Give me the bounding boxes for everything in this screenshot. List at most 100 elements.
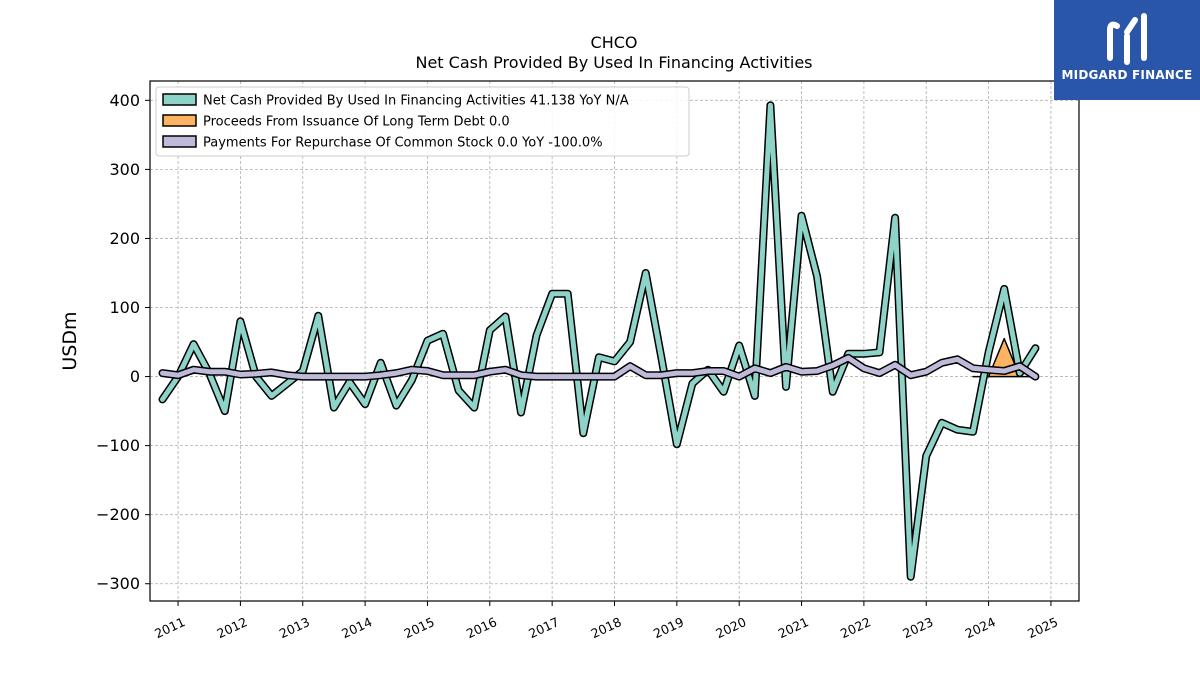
x-tick-label: 2024 [963,614,998,641]
data-point [161,371,164,375]
data-point [504,368,507,371]
data-point [675,371,678,375]
data-point [566,292,569,295]
data-point [940,421,943,424]
y-axis-label: USDm [59,311,81,370]
data-point [971,430,975,433]
legend-label-stock-repurchase: Payments For Repurchase Of Common Stock … [203,136,603,151]
legend: Net Cash Provided By Used In Financing A… [155,86,690,157]
data-point [519,411,523,414]
data-point [239,373,242,376]
data-point [488,329,491,332]
x-tick-label: 2016 [464,614,499,641]
data-point [426,339,429,342]
midgard-m-logo-icon [1107,13,1147,65]
data-point [551,292,554,295]
data-point [317,314,320,317]
data-point [363,375,367,378]
data-point [1018,365,1021,368]
legend-swatch-net-cash [162,93,197,106]
y-tick-label: 100 [109,298,140,317]
series-outline-net-cash-provided-by-used-in-financing-activities [158,101,1040,581]
data-point [301,369,304,373]
data-point [940,361,943,364]
data-point [519,374,523,377]
data-point [644,271,647,275]
x-tick-label: 2015 [402,614,437,641]
data-point [161,398,164,401]
data-point [644,374,647,377]
data-point [784,365,788,369]
chart-title: CHCO [591,33,638,52]
x-tick-label: 2011 [152,614,187,641]
chart-subtitle: Net Cash Provided By Used In Financing A… [415,53,812,72]
data-point [582,432,585,435]
y-tick-label: 400 [109,91,140,110]
data-point [691,371,694,375]
data-point [239,320,242,323]
line-series-layer [158,101,1040,581]
data-point [348,380,351,384]
data-point [660,356,663,359]
data-point [987,351,990,354]
x-tick-label: 2014 [339,614,374,641]
data-point [675,443,678,446]
x-tick-label: 2021 [776,614,811,641]
data-point [878,351,881,354]
data-point [535,375,538,378]
grid [150,81,1079,601]
data-point [395,371,398,375]
data-point [254,372,258,375]
data-point [223,370,226,373]
data-point [862,352,866,355]
data-point [613,360,616,363]
data-point [628,340,632,344]
data-point [893,216,897,219]
legend-label-debt-proceeds: Proceeds From Issuance Of Long Term Debt… [203,115,510,130]
data-point [457,374,460,377]
data-point [753,367,756,370]
data-point [971,367,975,370]
data-point [956,428,959,431]
y-tick-label: −200 [96,505,140,524]
data-point [286,374,289,377]
x-axis: 2011 2012 2013 2014 2015 2016 2017 2018 2019 2020… [152,601,1060,641]
data-point [628,365,632,368]
legend-label-net-cash: Net Cash Provided By Used In Financing A… [203,94,629,109]
data-point [566,375,569,378]
data-point [956,358,959,361]
x-tick-label: 2020 [713,614,748,641]
data-point [597,375,601,378]
data-point [176,374,180,377]
data-point [815,275,819,278]
data-point [1003,287,1006,291]
x-tick-label: 2013 [277,614,312,641]
legend-swatch-debt-proceeds [162,114,197,127]
data-point [426,369,429,373]
data-point [738,375,741,378]
data-point [332,406,336,409]
data-point [379,374,382,377]
y-tick-label: 0 [130,367,140,386]
data-point [987,368,990,371]
data-point [410,378,414,382]
data-point [769,371,772,375]
data-point [878,371,881,375]
data-point [488,370,491,373]
y-tick-label: −100 [96,436,140,455]
data-point [301,375,304,378]
data-point [769,104,772,107]
data-point [208,370,211,373]
x-tick-label: 2023 [900,614,935,641]
data-point [1034,375,1037,378]
data-point [862,367,866,370]
data-point [909,575,912,578]
data-point [831,390,834,393]
data-point [441,374,445,377]
data-point [691,382,694,385]
data-point [317,375,320,378]
data-point [722,369,725,373]
y-tick-label: 200 [109,229,140,248]
data-point [473,374,476,377]
data-point [223,409,226,413]
